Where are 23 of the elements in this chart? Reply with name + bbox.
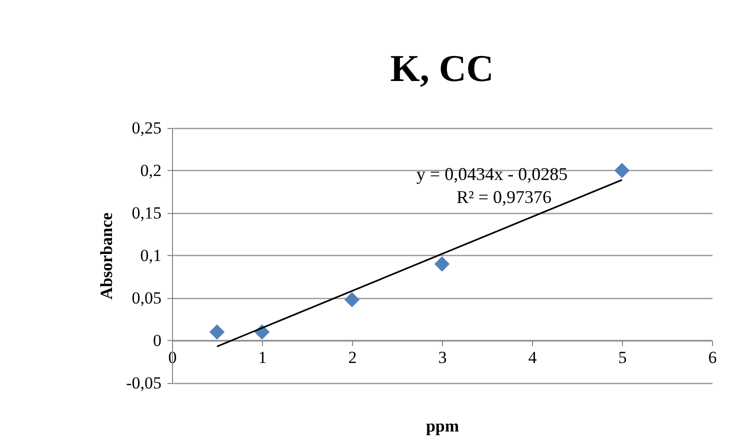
point	[344, 292, 360, 308]
x-tick-label: 0	[168, 348, 177, 367]
x-tick-label: 3	[438, 348, 447, 367]
y-tick-label: 0,15	[132, 204, 162, 222]
point	[209, 324, 225, 340]
x-tick-label: 6	[708, 348, 717, 367]
x-tick-label: 1	[258, 348, 267, 367]
point	[434, 256, 450, 272]
x-tick-label: 2	[348, 348, 357, 367]
y-tick-label: 0,25	[132, 118, 162, 138]
y-axis-title: Absorbance	[97, 212, 116, 300]
y-tick-label: 0,1	[140, 246, 162, 265]
y-tick-label: 0	[153, 331, 162, 350]
y-tick-label: -0,05	[126, 374, 162, 392]
x-axis-title: ppm	[426, 416, 460, 436]
x-tick-label: 4	[528, 348, 538, 367]
point	[614, 162, 630, 178]
chart-title: K, CC	[390, 48, 494, 90]
annotation: y = 0,0434x - 0,0285	[416, 164, 568, 184]
x-tick-label: 5	[618, 348, 627, 367]
y-tick-label: 0,2	[140, 161, 162, 180]
annotation: R² = 0,97376	[456, 187, 552, 207]
y-tick-label: 0,05	[132, 288, 162, 308]
